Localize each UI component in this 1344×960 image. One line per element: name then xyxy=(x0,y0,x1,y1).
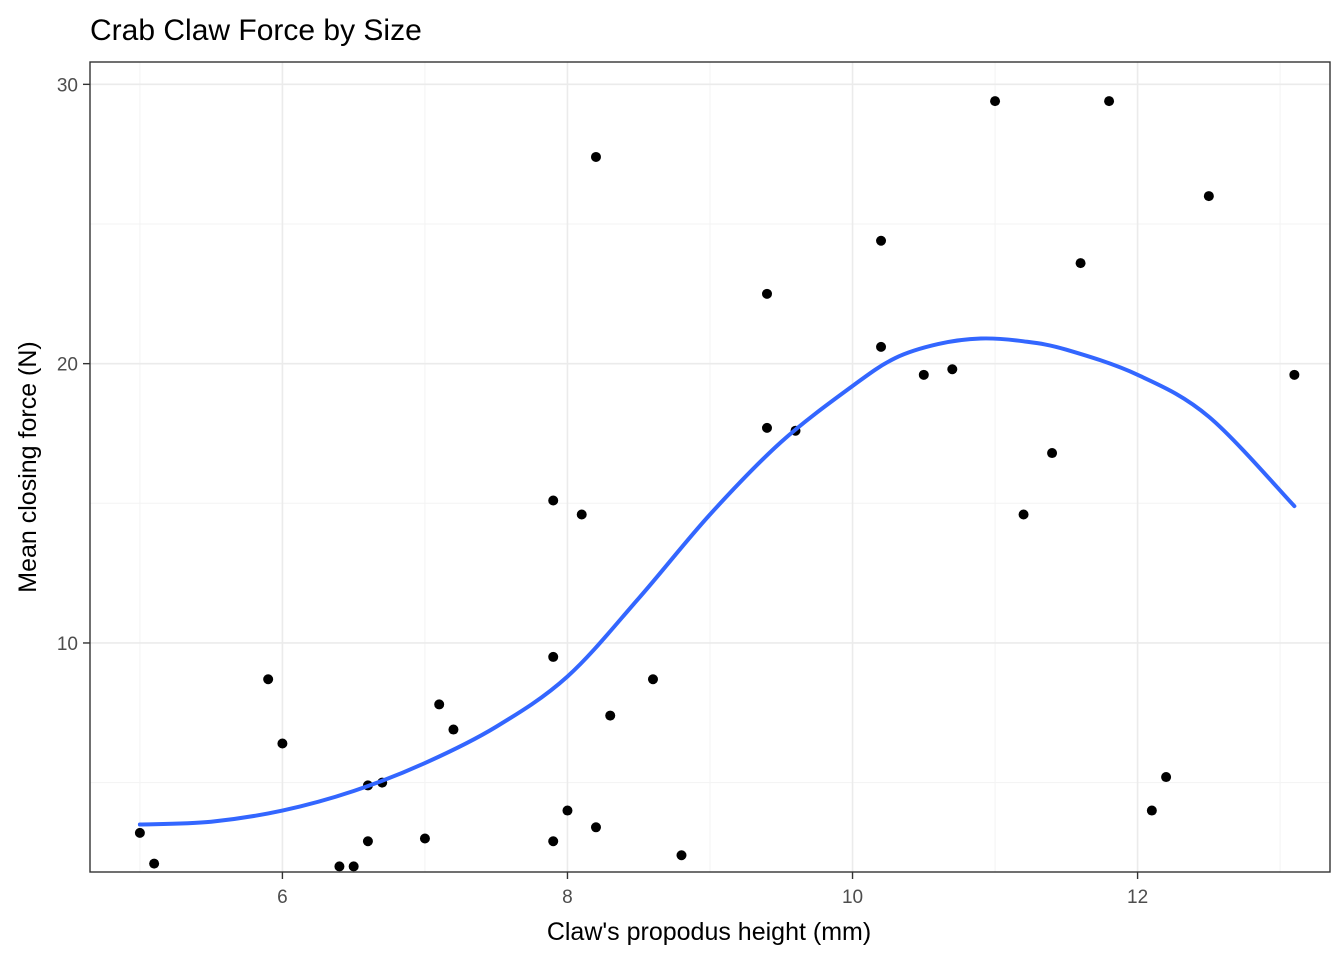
data-point xyxy=(277,738,288,749)
data-point xyxy=(918,369,929,380)
x-tick-label: 12 xyxy=(1127,887,1148,908)
data-point xyxy=(576,509,587,520)
data-point xyxy=(1075,258,1086,269)
data-point xyxy=(548,495,559,506)
y-tick-label: 30 xyxy=(57,75,78,96)
data-point xyxy=(762,422,773,433)
smooth-trend-line xyxy=(137,336,1297,827)
panel-border xyxy=(89,61,1331,873)
data-point xyxy=(762,288,773,299)
data-point xyxy=(1146,805,1157,816)
data-point xyxy=(548,836,559,847)
x-tick-label: 6 xyxy=(277,887,288,908)
data-point xyxy=(334,861,345,872)
y-tick-label: 10 xyxy=(57,634,78,655)
data-point xyxy=(590,151,601,162)
y-axis-label: Mean closing force (N) xyxy=(14,341,42,592)
data-point xyxy=(134,827,145,838)
data-point xyxy=(1289,369,1300,380)
y-tick-label: 20 xyxy=(57,355,78,376)
data-point xyxy=(419,833,430,844)
data-point xyxy=(562,805,573,816)
data-point xyxy=(548,651,559,662)
data-point xyxy=(149,858,160,869)
data-point xyxy=(605,710,616,721)
data-point xyxy=(1018,509,1029,520)
data-point xyxy=(434,699,445,710)
data-point xyxy=(1161,772,1172,783)
data-point xyxy=(362,836,373,847)
plot-area: 6 8 10 12 10 20 30 xyxy=(57,61,1331,908)
data-point xyxy=(1104,96,1115,107)
x-axis-label: Claw's propodus height (mm) xyxy=(547,918,871,946)
data-point xyxy=(590,822,601,833)
data-point xyxy=(647,674,658,685)
data-point xyxy=(947,364,958,375)
data-point xyxy=(448,724,459,735)
data-point xyxy=(676,850,687,861)
data-point xyxy=(263,674,274,685)
x-tick-label: 10 xyxy=(842,887,863,908)
data-point xyxy=(1203,191,1214,202)
data-point xyxy=(990,96,1001,107)
data-point xyxy=(876,341,887,352)
data-point xyxy=(876,235,887,246)
data-point xyxy=(348,861,359,872)
x-tick-label: 8 xyxy=(562,887,573,908)
data-point xyxy=(1047,448,1058,459)
chart-title: Crab Claw Force by Size xyxy=(90,14,422,47)
